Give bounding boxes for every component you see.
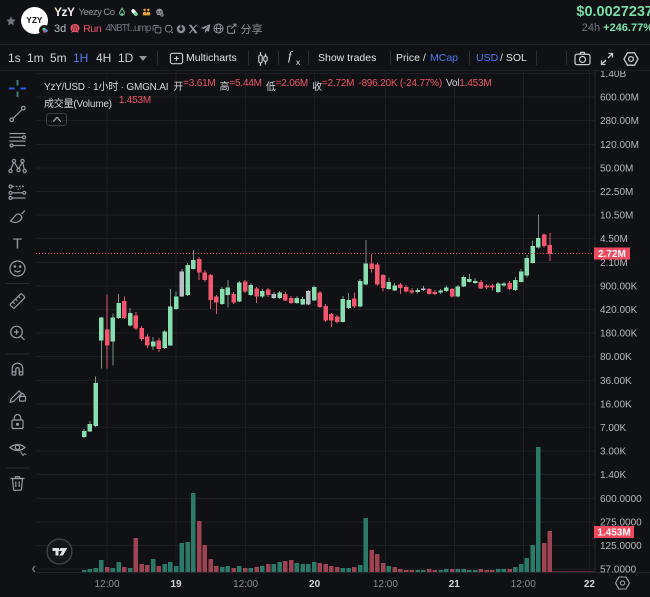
svg-text:22: 22 <box>584 579 596 590</box>
svg-text:T: T <box>13 236 22 253</box>
svg-text:1.40B: 1.40B <box>600 71 626 80</box>
svg-text:125.0000: 125.0000 <box>600 541 642 552</box>
svg-text:20: 20 <box>309 579 321 590</box>
svg-text:2.10M: 2.10M <box>600 258 628 269</box>
svg-text:600.0000: 600.0000 <box>600 494 642 505</box>
svg-text:1.40K: 1.40K <box>600 470 626 481</box>
svg-text:12:00: 12:00 <box>94 579 119 590</box>
svg-text:57.0000: 57.0000 <box>600 565 637 576</box>
svg-text:16.00K: 16.00K <box>600 399 632 410</box>
svg-text:600.00M: 600.00M <box>600 93 639 104</box>
svg-text:420.00K: 420.00K <box>600 305 638 316</box>
svg-text:3.00K: 3.00K <box>600 447 626 458</box>
svg-text:22.50M: 22.50M <box>600 187 633 198</box>
svg-text:12:00: 12:00 <box>511 579 536 590</box>
svg-text:7.00K: 7.00K <box>600 423 626 434</box>
svg-text:36.00K: 36.00K <box>600 376 632 387</box>
svg-text:280.00M: 280.00M <box>600 116 639 127</box>
svg-text:180.00K: 180.00K <box>600 329 638 340</box>
svg-text:12:00: 12:00 <box>373 579 398 590</box>
svg-text:80.00K: 80.00K <box>600 352 632 363</box>
svg-text:120.00M: 120.00M <box>600 140 639 151</box>
svg-text:50.00M: 50.00M <box>600 163 633 174</box>
svg-text:12:00: 12:00 <box>233 579 258 590</box>
svg-text:2.72M: 2.72M <box>598 249 626 260</box>
svg-text:4.50M: 4.50M <box>600 234 628 245</box>
svg-text:1.453M: 1.453M <box>597 528 630 539</box>
svg-text:275.0000: 275.0000 <box>600 517 642 528</box>
svg-text:19: 19 <box>170 579 182 590</box>
svg-text:21: 21 <box>449 579 461 590</box>
svg-text:900.00K: 900.00K <box>600 281 638 292</box>
svg-text:10.50M: 10.50M <box>600 211 633 222</box>
